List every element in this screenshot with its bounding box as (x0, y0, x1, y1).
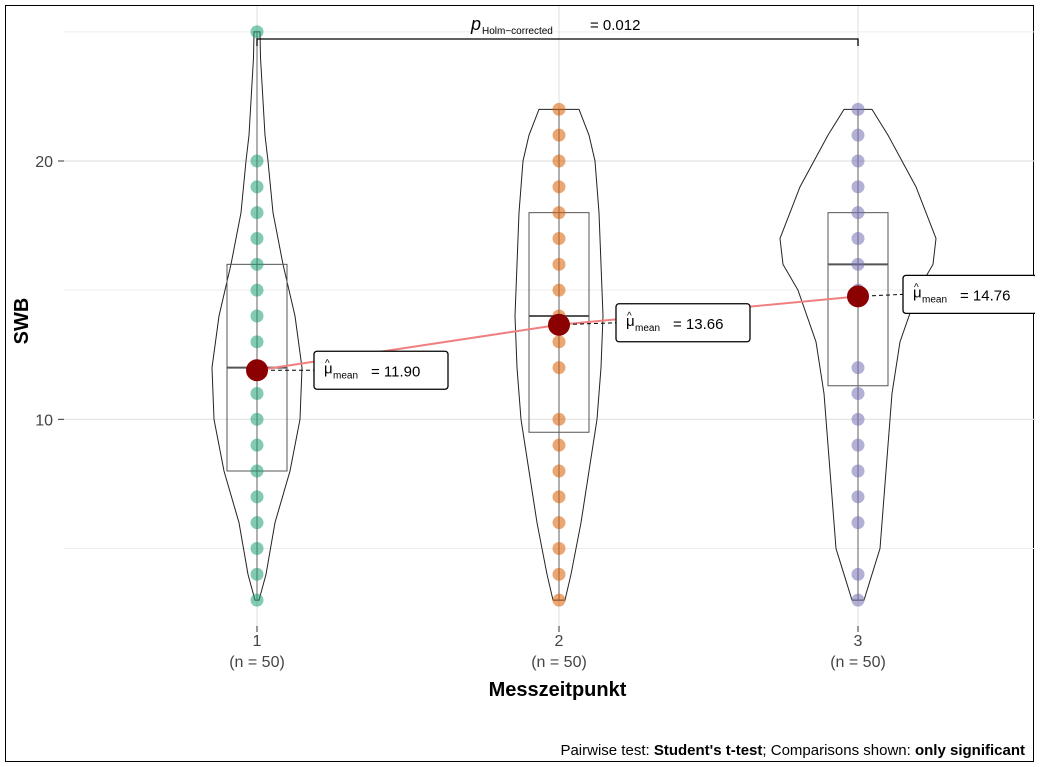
data-point (250, 593, 264, 607)
mean-symbol: μ (626, 313, 635, 330)
mean-point-2 (548, 313, 570, 336)
data-point (250, 387, 264, 400)
data-point (552, 516, 566, 530)
x-tick-label: 1 (253, 633, 262, 650)
data-point (250, 283, 264, 297)
data-point (851, 206, 865, 220)
data-point (851, 361, 865, 375)
x-tick-n-label: (n = 50) (229, 654, 285, 671)
data-point (851, 232, 865, 245)
mean-hat: ^ (627, 311, 632, 322)
violin-plot: μ^mean = 11.90μ^mean = 13.66μ^mean = 14.76p… (11, 6, 1035, 701)
data-point (552, 490, 566, 504)
data-point (851, 464, 865, 478)
data-point (851, 128, 865, 142)
data-point (250, 257, 264, 271)
y-tick-label: 20 (35, 154, 53, 171)
caption: Pairwise test: Student's t-test; Compari… (560, 742, 1025, 759)
data-point (552, 412, 566, 426)
data-point (552, 542, 566, 555)
mean-subscript: mean (922, 294, 947, 305)
data-point (851, 490, 865, 504)
data-point (552, 206, 566, 220)
caption-shown: only significant (914, 742, 1025, 759)
data-point (552, 361, 566, 375)
mean-value-label: = 13.66 (673, 316, 723, 333)
data-point (851, 567, 865, 581)
data-point (851, 257, 865, 271)
x-axis-label: Messzeitpunkt (489, 679, 627, 701)
mean-point-3 (847, 285, 869, 308)
data-point (552, 128, 566, 142)
data-point (250, 464, 264, 478)
data-point (250, 232, 264, 245)
p-subscript: Holm−corrected (482, 26, 553, 37)
mean-symbol: μ (324, 360, 333, 377)
x-tick-label: 2 (555, 633, 564, 650)
data-point (250, 25, 264, 39)
data-point (250, 516, 264, 530)
mean-hat: ^ (914, 282, 919, 293)
data-point (552, 154, 566, 168)
mean-value-label: = 11.90 (371, 363, 420, 380)
mean-label-box-2 (615, 303, 751, 343)
data-point (250, 180, 264, 194)
data-point (552, 335, 566, 349)
mean-symbol: μ (913, 284, 922, 301)
data-point (851, 102, 865, 116)
data-point (851, 412, 865, 426)
data-point (250, 438, 264, 452)
p-value-label: = 0.012 (590, 17, 640, 34)
mean-label-box-1 (313, 350, 449, 390)
y-axis-label: SWB (11, 298, 33, 345)
data-point (552, 102, 566, 116)
significance-bracket (256, 38, 859, 46)
x-tick-label: 3 (854, 633, 863, 650)
x-tick-n-label: (n = 50) (830, 654, 886, 671)
data-point (552, 438, 566, 452)
data-point (250, 154, 264, 168)
y-tick-label: 10 (35, 412, 53, 429)
mean-value-label: = 14.76 (960, 287, 1010, 304)
data-point (250, 567, 264, 581)
data-point (552, 180, 566, 194)
caption-test: Student's t-test (653, 742, 763, 759)
data-point (851, 438, 865, 452)
data-point (250, 335, 264, 349)
chart-frame: μ ^ mean = 11.90 μ ^ mean = 13.66 μ ^ mean = 14.76 p… (5, 5, 1035, 762)
p-symbol: p (470, 14, 481, 34)
data-point (250, 490, 264, 504)
data-point (851, 180, 865, 194)
data-point (851, 516, 865, 530)
data-point (552, 232, 566, 245)
data-point (552, 593, 566, 607)
x-tick-n-label: (n = 50) (531, 654, 587, 671)
data-point (851, 593, 865, 607)
mean-hat: ^ (325, 358, 330, 369)
data-point (552, 257, 566, 271)
data-point (250, 542, 264, 555)
mean-label-box-3 (902, 274, 1035, 315)
data-point (552, 283, 566, 297)
data-point (552, 567, 566, 581)
data-point (250, 206, 264, 220)
caption-middle: ; Comparisons shown: (762, 742, 915, 759)
data-point (851, 387, 865, 400)
data-point (552, 464, 566, 478)
mean-subscript: mean (635, 323, 660, 334)
data-point (250, 309, 264, 323)
caption-prefix: Pairwise test: (560, 742, 654, 759)
mean-subscript: mean (333, 370, 358, 381)
data-point (250, 412, 264, 426)
mean-point-1 (246, 359, 268, 382)
data-point (851, 154, 865, 168)
